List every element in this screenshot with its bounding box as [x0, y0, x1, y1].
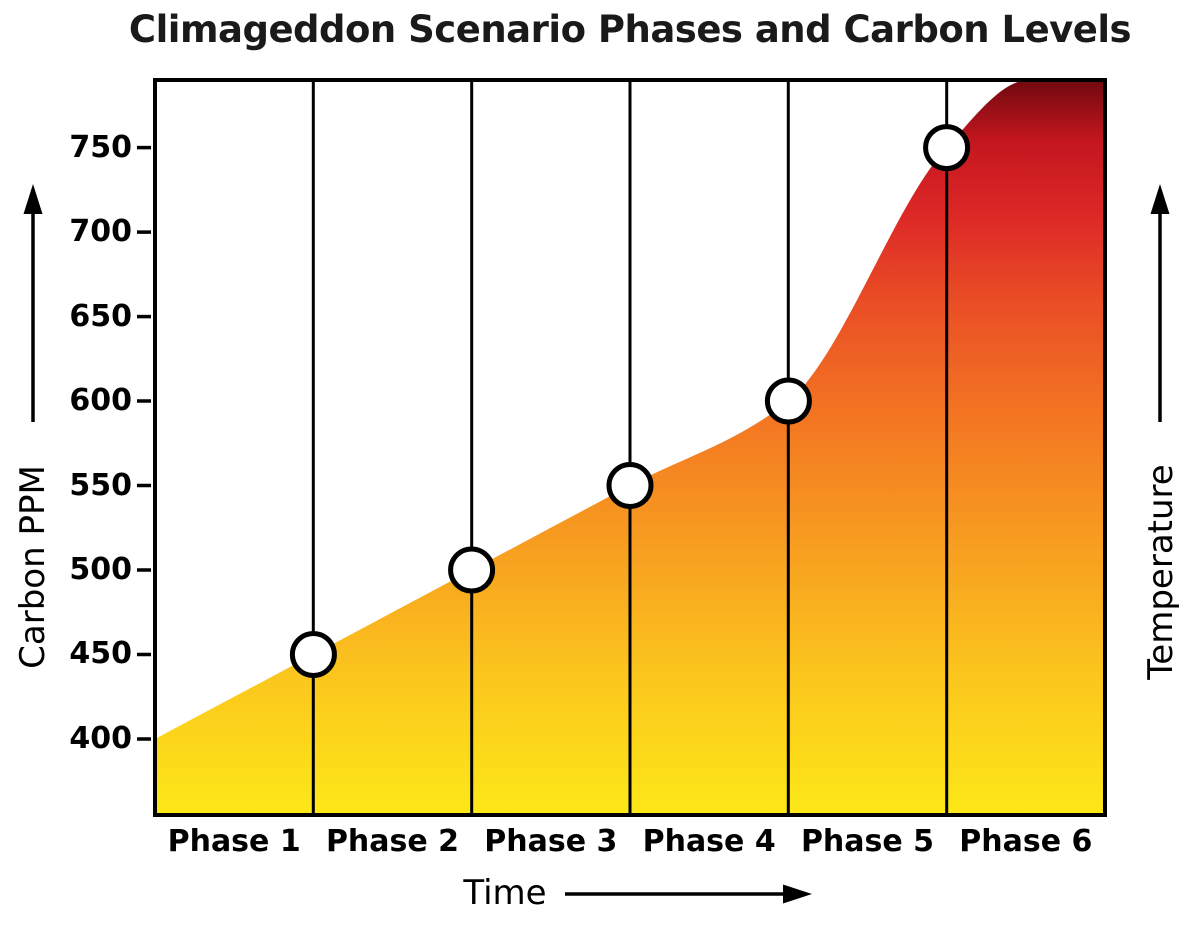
data-point-marker-450ppm — [289, 631, 337, 678]
phase-label-1: Phase 1 — [167, 824, 301, 859]
y-axis-tick-label-600: 600 — [69, 383, 132, 419]
plot-border-layer — [153, 78, 1107, 817]
temperature-axis-arrow-icon — [1150, 184, 1170, 422]
data-point-marker-550ppm — [606, 462, 654, 509]
y-axis-tick-label-400: 400 — [69, 720, 132, 756]
carbon-area-fill — [155, 80, 1105, 815]
time-axis-arrow-icon — [565, 884, 812, 904]
phase-label-5: Phase 5 — [800, 824, 935, 859]
phase-label-6: Phase 6 — [959, 824, 1093, 859]
phase-divider-lines — [311, 80, 949, 815]
y-axis-label-temperature: Temperature — [1141, 464, 1181, 680]
temperature-arrow-head — [1150, 184, 1170, 214]
axis-arrows — [23, 184, 1170, 904]
y-axis-tick-label-750: 750 — [69, 129, 132, 165]
y-axis-tick-label-650: 650 — [69, 298, 132, 334]
phase-label-3: Phase 3 — [484, 824, 618, 859]
plot-border — [153, 78, 1107, 817]
data-point-marker-500ppm — [448, 546, 496, 594]
y-axis-tick-label-500: 500 — [69, 552, 132, 587]
y-axis-tick-label-550: 550 — [69, 467, 132, 503]
phase-label-2: Phase 2 — [325, 824, 460, 859]
x-axis-label-time: Time — [463, 873, 547, 913]
y-axis-tick-label-450: 450 — [69, 636, 132, 672]
phase-label-4: Phase 4 — [642, 824, 776, 859]
carbon-ppm-axis-arrow-icon — [23, 184, 43, 422]
carbon-ppm-arrow-head — [23, 184, 43, 214]
data-point-marker-600ppm — [764, 377, 812, 425]
y-axis-tick-marks — [137, 145, 151, 741]
data-point-marker-750ppm — [923, 124, 971, 172]
data-point-markers — [289, 124, 971, 678]
y-axis-tick-label-700: 700 — [69, 214, 132, 250]
chart-title: Climageddon Scenario Phases and Carbon L… — [128, 8, 1132, 51]
carbon-area-series — [155, 80, 1105, 815]
time-arrow-head — [783, 884, 812, 904]
